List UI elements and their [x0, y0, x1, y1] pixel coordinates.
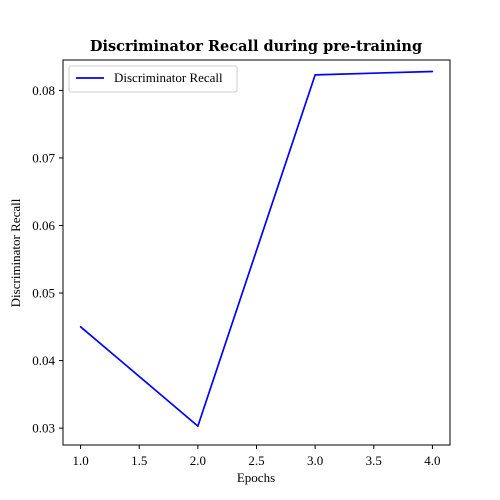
y-axis-label: Discriminator Recall: [8, 198, 23, 307]
x-tick-label: 1.5: [131, 453, 147, 468]
data-point: [314, 74, 316, 76]
x-tick-label: 3.5: [366, 453, 382, 468]
data-point: [432, 71, 434, 73]
x-tick-label: 1.0: [72, 453, 88, 468]
data-point: [197, 425, 199, 427]
x-tick-label: 4.0: [424, 453, 440, 468]
legend: Discriminator Recall: [69, 66, 237, 92]
legend-label: Discriminator Recall: [114, 70, 223, 85]
data-point: [80, 326, 82, 328]
y-tick-label: 0.05: [32, 286, 55, 301]
x-tick-label: 2.5: [248, 453, 264, 468]
x-tick-label: 3.0: [307, 453, 323, 468]
y-tick-label: 0.04: [32, 353, 55, 368]
chart-title: Discriminator Recall during pre-training: [90, 38, 422, 55]
y-tick-label: 0.07: [32, 150, 55, 165]
x-tick-label: 2.0: [190, 453, 206, 468]
x-axis-label: Epochs: [237, 470, 275, 485]
y-tick-label: 0.08: [32, 83, 55, 98]
y-tick-label: 0.03: [32, 421, 55, 436]
y-tick-label: 0.06: [32, 218, 55, 233]
